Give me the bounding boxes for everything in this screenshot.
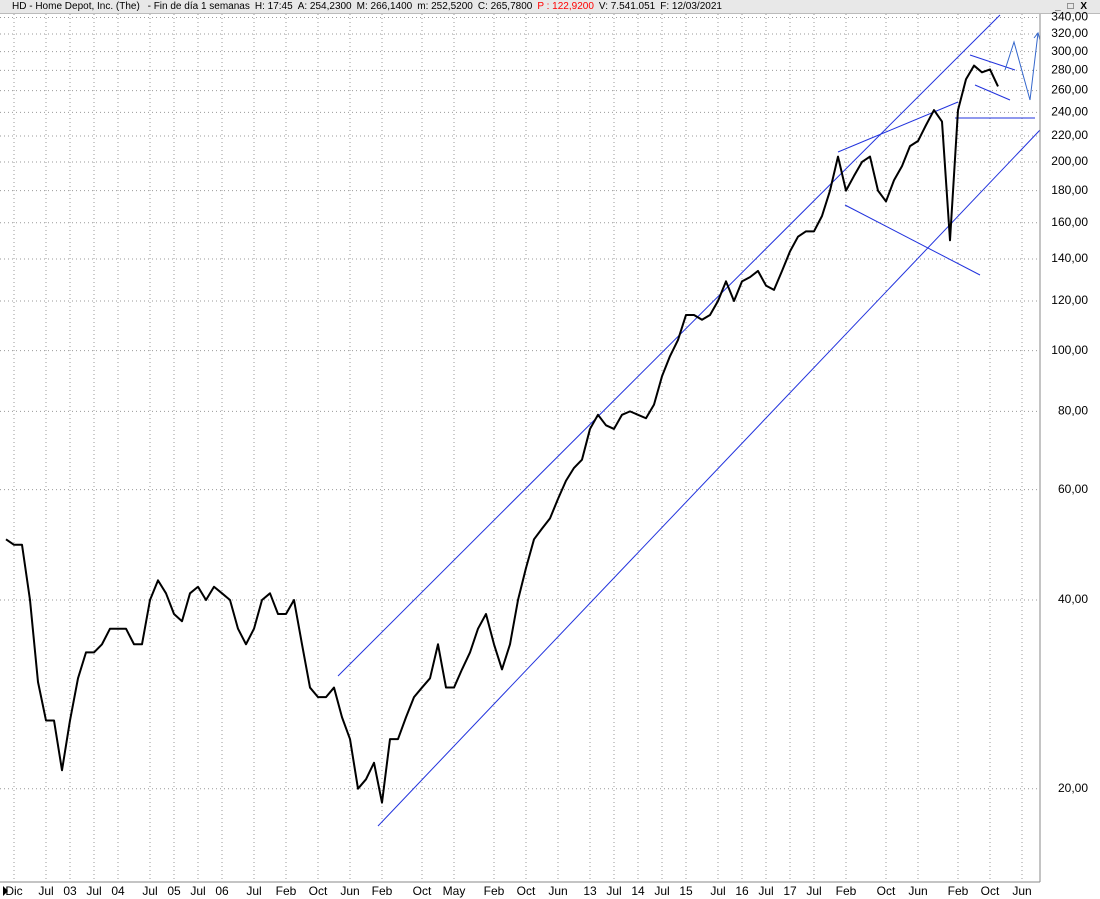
x-tick-label: Jul: [86, 884, 101, 898]
window-buttons[interactable]: _ □ X: [1055, 1, 1089, 12]
y-tick-label: 300,00: [1051, 44, 1088, 58]
x-tick-label: Jul: [190, 884, 205, 898]
header-field: H: 17:45: [254, 1, 293, 12]
channel-lower: [377, 129, 1041, 827]
x-tick-label: 16: [735, 884, 749, 898]
x-tick-label: 17: [783, 884, 797, 898]
x-tick-label: 13: [583, 884, 597, 898]
x-tick-label: Oct: [877, 884, 896, 898]
title-bar: HD - Home Depot, Inc. (The) - Fin de día…: [0, 0, 1100, 14]
header-fields: - Fin de día 1 semanas H: 17:45 A: 254,230…: [148, 1, 727, 12]
x-tick-label: Jun: [908, 884, 927, 898]
header-field: C: 265,7800: [477, 1, 533, 12]
y-tick-label: 160,00: [1051, 215, 1088, 229]
header-field: V: 7.541.051: [598, 1, 656, 12]
price-line: [5, 64, 999, 804]
x-tick-label: Feb: [484, 884, 505, 898]
x-tick-label: Jun: [340, 884, 359, 898]
x-tick-label: May: [443, 884, 466, 898]
y-tick-label: 220,00: [1051, 128, 1088, 142]
x-tick-label: Jul: [606, 884, 621, 898]
y-tick-label: 120,00: [1051, 293, 1088, 307]
y-tick-label: 340,00: [1051, 10, 1088, 24]
x-tick-label: Oct: [517, 884, 536, 898]
resistance-line: [837, 101, 959, 153]
y-tick-label: 60,00: [1058, 482, 1088, 496]
y-tick-label: 140,00: [1051, 251, 1088, 265]
y-tick-label: 100,00: [1051, 343, 1088, 357]
y-tick-label: 320,00: [1051, 26, 1088, 40]
x-tick-label: Jul: [142, 884, 157, 898]
x-tick-label: Feb: [948, 884, 969, 898]
x-tick-label: Jul: [246, 884, 261, 898]
x-tick-label: 14: [631, 884, 645, 898]
x-tick-label: Jul: [806, 884, 821, 898]
x-tick-label: Dic: [5, 884, 22, 898]
x-tick-label: Jul: [654, 884, 669, 898]
x-tick-label: Jun: [1012, 884, 1031, 898]
header-field: P : 122,9200: [537, 1, 594, 12]
grid: [0, 14, 1040, 880]
x-tick-label: 05: [167, 884, 181, 898]
y-tick-label: 260,00: [1051, 83, 1088, 97]
header-field: - Fin de día 1 semanas: [147, 1, 250, 12]
y-tick-label: 280,00: [1051, 63, 1088, 77]
x-tick-label: 04: [111, 884, 125, 898]
x-tick-label: Feb: [372, 884, 393, 898]
x-tick-label: 15: [679, 884, 693, 898]
x-tick-label: Oct: [413, 884, 432, 898]
header-field: F: 12/03/2021: [660, 1, 722, 12]
x-tick-label: Jul: [710, 884, 725, 898]
x-tick-label: 03: [63, 884, 77, 898]
x-tick-label: 06: [215, 884, 229, 898]
x-tick-label: Jun: [548, 884, 567, 898]
header-field: m: 252,5200: [417, 1, 473, 12]
plot: [5, 64, 999, 804]
trendlines: [337, 14, 1041, 827]
flag-bottom: [974, 84, 1011, 101]
projection-arrow: [1004, 32, 1039, 101]
y-tick-label: 40,00: [1058, 592, 1088, 606]
support-line: [844, 204, 981, 276]
arrow-head: [1033, 31, 1041, 41]
flag-top: [969, 54, 1016, 71]
x-tick-label: Oct: [981, 884, 1000, 898]
x-tick-label: Jul: [38, 884, 53, 898]
chart-title: HD - Home Depot, Inc. (The): [12, 1, 140, 12]
scroll-icon[interactable]: [3, 886, 8, 896]
x-tick-label: Jul: [758, 884, 773, 898]
y-tick-label: 20,00: [1058, 781, 1088, 795]
y-tick-label: 200,00: [1051, 154, 1088, 168]
y-tick-label: 180,00: [1051, 183, 1088, 197]
x-tick-label: Oct: [309, 884, 328, 898]
x-tick-label: Feb: [276, 884, 297, 898]
y-tick-label: 240,00: [1051, 105, 1088, 119]
x-tick-label: Feb: [836, 884, 857, 898]
header-field: M: 266,1400: [356, 1, 413, 12]
header-field: A: 254,2300: [297, 1, 352, 12]
channel-upper: [337, 14, 1001, 677]
y-tick-label: 80,00: [1058, 404, 1088, 418]
